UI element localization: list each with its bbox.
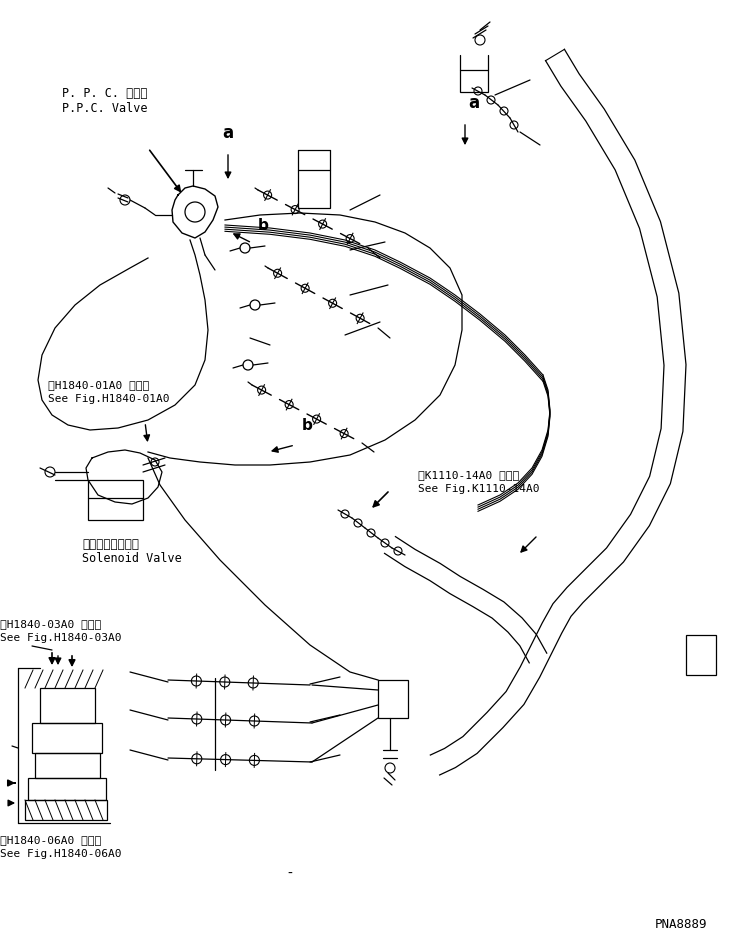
- Bar: [686, 635, 716, 675]
- Bar: [28, 778, 106, 800]
- Text: 第K1110-14A0 図参照: 第K1110-14A0 図参照: [418, 470, 519, 480]
- Text: b: b: [302, 418, 313, 433]
- Text: See Fig.H1840-03A0: See Fig.H1840-03A0: [0, 633, 121, 643]
- Bar: [88, 480, 143, 520]
- Text: 第H1840-06A0 図参照: 第H1840-06A0 図参照: [0, 835, 101, 845]
- Text: PNA8889: PNA8889: [655, 918, 708, 931]
- Bar: [460, 70, 488, 92]
- Text: a: a: [468, 94, 479, 112]
- Text: ソレノイドバルブ: ソレノイドバルブ: [82, 538, 139, 551]
- Text: See Fig.H1840-01A0: See Fig.H1840-01A0: [48, 394, 170, 404]
- Bar: [32, 723, 102, 753]
- Bar: [298, 170, 330, 208]
- Text: b: b: [258, 218, 269, 233]
- Bar: [35, 753, 100, 778]
- Text: 第H1840-01A0 図参照: 第H1840-01A0 図参照: [48, 380, 149, 390]
- Bar: [25, 800, 107, 820]
- Text: a: a: [222, 124, 233, 142]
- Text: See Fig.K1110-14A0: See Fig.K1110-14A0: [418, 484, 539, 494]
- Text: See Fig.H1840-06A0: See Fig.H1840-06A0: [0, 849, 121, 859]
- Text: Solenoid Valve: Solenoid Valve: [82, 552, 182, 565]
- Text: 第H1840-03A0 図参照: 第H1840-03A0 図参照: [0, 619, 101, 629]
- Text: P. P. C. バルブ: P. P. C. バルブ: [62, 87, 148, 100]
- Text: -: -: [287, 867, 293, 881]
- Bar: [40, 688, 95, 723]
- Bar: [378, 680, 408, 718]
- Text: P.P.C. Valve: P.P.C. Valve: [62, 102, 148, 115]
